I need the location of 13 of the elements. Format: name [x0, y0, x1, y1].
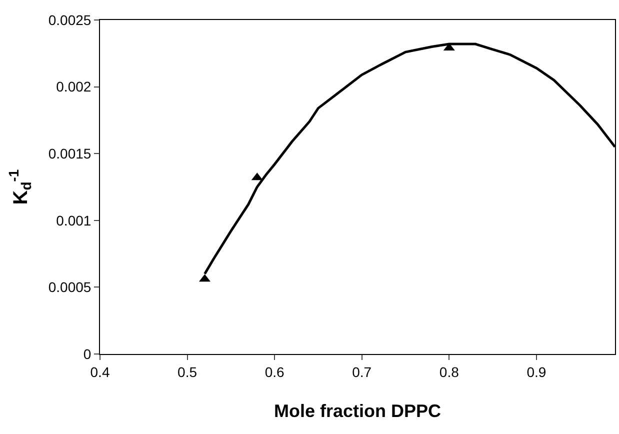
x-tick-label: 0.6 [264, 364, 285, 380]
y-tick-label: 0 [83, 346, 92, 362]
x-tick-label: 0.5 [178, 364, 198, 380]
x-tick-label: 0.7 [352, 364, 372, 380]
y-tick-label: 0.001 [56, 212, 92, 228]
x-tick-label: 0.8 [439, 364, 460, 380]
y-tick-label: 0.0015 [48, 146, 92, 162]
y-tick-label: 0.0025 [48, 12, 92, 28]
y-tick-label: 0.002 [56, 78, 92, 95]
x-axis-title: Mole fraction DPPC [274, 400, 442, 421]
y-tick-label: 0.0005 [48, 279, 92, 296]
x-tick-label: 0.4 [90, 364, 110, 380]
x-tick-label: 0.9 [526, 364, 546, 380]
